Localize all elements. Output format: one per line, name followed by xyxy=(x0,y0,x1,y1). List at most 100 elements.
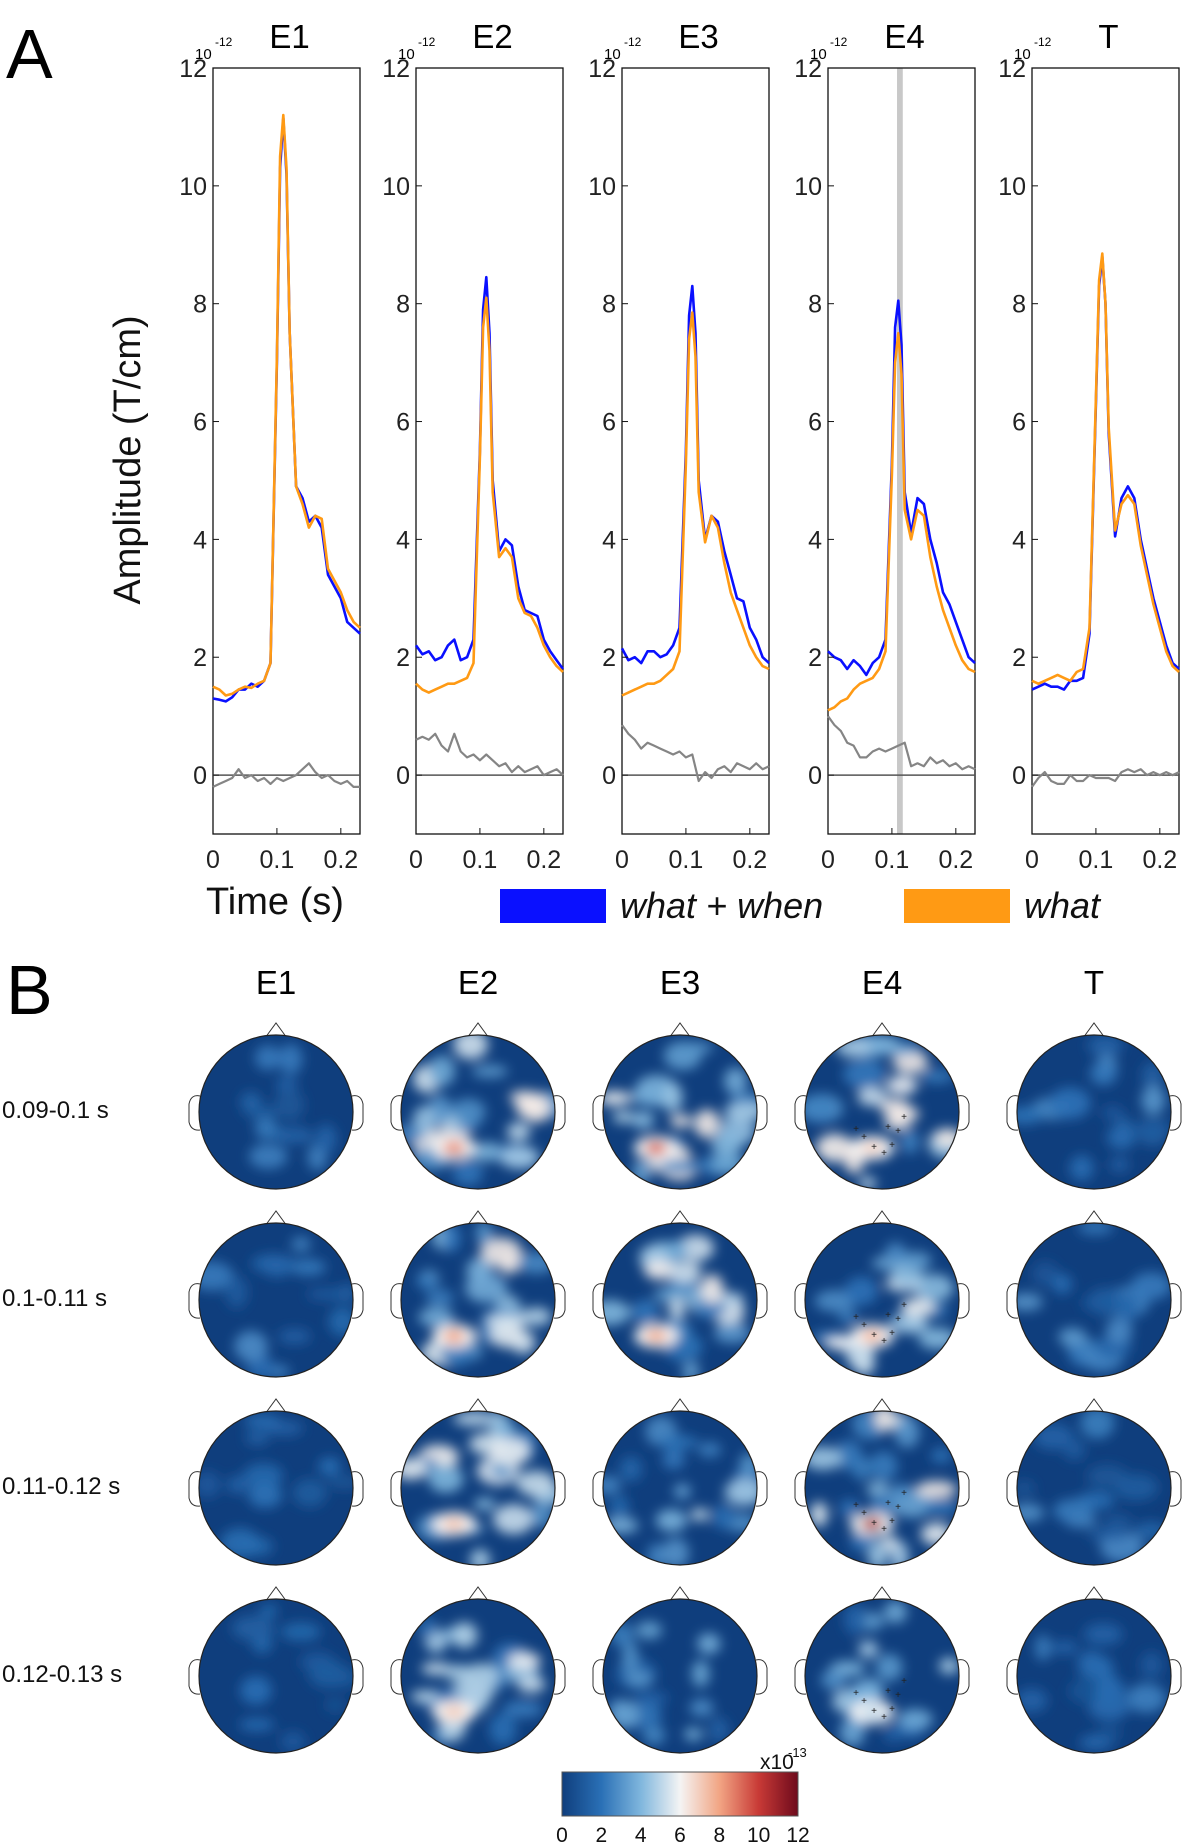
y-axis-title: Amplitude (T/cm) xyxy=(107,315,149,604)
topomap-blob xyxy=(884,1114,911,1131)
topomap-blob xyxy=(915,1480,958,1498)
topomap-blob xyxy=(450,1098,486,1125)
y-tick-label: 12 xyxy=(998,55,1026,83)
left-ear-outline xyxy=(1006,1283,1019,1319)
topomap-blob xyxy=(661,1538,690,1565)
topomap-blob xyxy=(612,1110,635,1124)
nose-outline xyxy=(668,1398,692,1415)
topomap-blob xyxy=(866,1481,889,1496)
topomap-head-outline xyxy=(804,1034,960,1190)
nose-outline xyxy=(870,1398,894,1415)
x-tick-label: 0 xyxy=(1025,846,1039,874)
nose-outline xyxy=(668,1210,692,1227)
right-ear-outline xyxy=(351,1659,364,1695)
y-tick-label: 2 xyxy=(808,644,822,672)
topomap-head-outline xyxy=(1016,1222,1172,1378)
topomap-blob xyxy=(515,1096,542,1118)
difference-line xyxy=(621,724,770,783)
topomap-blob xyxy=(636,1621,663,1640)
topomap-blob xyxy=(470,1549,491,1565)
nose-outline xyxy=(870,1210,894,1227)
panel-title-t: T xyxy=(1098,18,1118,55)
topomap-col-title-e3: E3 xyxy=(660,964,700,1001)
topomap-blob xyxy=(658,1159,701,1174)
topomap-head-outline xyxy=(400,1222,556,1378)
y-scale-exponent: -12 xyxy=(830,35,848,49)
topomap-blob xyxy=(199,1471,222,1498)
topomap-blob xyxy=(315,1124,337,1154)
topomap-blob xyxy=(506,1122,531,1142)
x-tick-label: 0.2 xyxy=(938,846,973,874)
legend-swatch-what-when xyxy=(500,889,606,923)
topomap-blob xyxy=(225,1276,248,1309)
y-scale-label: 10 xyxy=(604,46,621,63)
topomap-blob xyxy=(662,1082,683,1113)
topomap-blob xyxy=(1087,1035,1124,1057)
right-ear-outline xyxy=(553,1283,566,1319)
topomap-blob xyxy=(453,1411,496,1427)
topomap-blob xyxy=(711,1132,742,1157)
topomap-blob xyxy=(1080,1411,1115,1439)
topomap-hotspot xyxy=(443,1517,465,1531)
y-tick-label: 6 xyxy=(602,409,616,437)
topomap-blob xyxy=(1063,1438,1086,1461)
topomap-col-title-e1: E1 xyxy=(256,964,296,1001)
y-scale-label: 10 xyxy=(195,46,212,63)
significance-marker: + xyxy=(901,1676,907,1687)
colorbar-tick-label: 12 xyxy=(786,1824,809,1847)
topomap-head: ++++++++ xyxy=(794,1586,970,1754)
topomap-blob xyxy=(805,1094,837,1123)
topomap-blob xyxy=(273,1089,305,1121)
nose-outline xyxy=(1082,1398,1106,1415)
y-scale-exponent: -12 xyxy=(215,35,233,49)
significance-marker: + xyxy=(895,1314,901,1325)
y-tick-label: 8 xyxy=(808,291,822,319)
plot-frame xyxy=(1031,67,1180,835)
topomap-hotspot xyxy=(861,1329,883,1343)
highlight-band xyxy=(897,68,903,834)
y-tick-label: 2 xyxy=(602,644,616,672)
y-tick-label: 8 xyxy=(602,291,616,319)
topomap-blob xyxy=(1077,1223,1114,1235)
topomap-blob xyxy=(920,1522,952,1546)
y-tick-label: 10 xyxy=(588,173,616,201)
significance-marker: + xyxy=(901,1488,907,1499)
topomap-blob xyxy=(243,1463,284,1488)
topomap-blob xyxy=(464,1273,508,1303)
colorbar-tick-label: 2 xyxy=(595,1824,607,1847)
topomap-blob xyxy=(643,1725,666,1745)
topomap-head-outline xyxy=(1016,1410,1172,1566)
topomap-blob xyxy=(839,1499,860,1517)
nose-outline xyxy=(264,1022,288,1039)
panel-title-e3: E3 xyxy=(678,18,718,55)
topomap-col-title-e4: E4 xyxy=(862,964,902,1001)
right-ear-outline xyxy=(351,1283,364,1319)
panel-title-e1: E1 xyxy=(269,18,309,55)
topomap-blob xyxy=(1083,1623,1123,1646)
topomap-blob xyxy=(451,1622,478,1649)
topomap-blob xyxy=(682,1361,700,1377)
topomap-blob xyxy=(244,1430,270,1445)
topomap-blob xyxy=(849,1531,876,1551)
topomap-blob xyxy=(1103,1514,1134,1530)
right-ear-outline xyxy=(755,1283,768,1319)
topomap-blob xyxy=(900,1298,936,1316)
topomap-row-label-2: 0.1-0.11 s xyxy=(2,1285,107,1312)
significance-marker: + xyxy=(861,1320,867,1331)
left-ear-outline xyxy=(794,1095,807,1131)
topomap-blob xyxy=(834,1440,863,1471)
legend-swatch-what xyxy=(904,889,1010,923)
topomap-blob xyxy=(913,1273,954,1302)
topomap-blob xyxy=(723,1102,757,1122)
difference-line xyxy=(212,762,360,788)
topomap-blob xyxy=(631,1111,655,1130)
topomap-blob xyxy=(662,1448,685,1470)
topomap-blob xyxy=(626,1672,653,1686)
topomap-head-outline xyxy=(602,1410,758,1566)
topomap-blob xyxy=(710,1504,736,1530)
x-tick-label: 0 xyxy=(821,846,835,874)
topomap-blob xyxy=(690,1508,709,1522)
topomap-blob xyxy=(286,1123,303,1136)
nose-outline xyxy=(668,1022,692,1039)
